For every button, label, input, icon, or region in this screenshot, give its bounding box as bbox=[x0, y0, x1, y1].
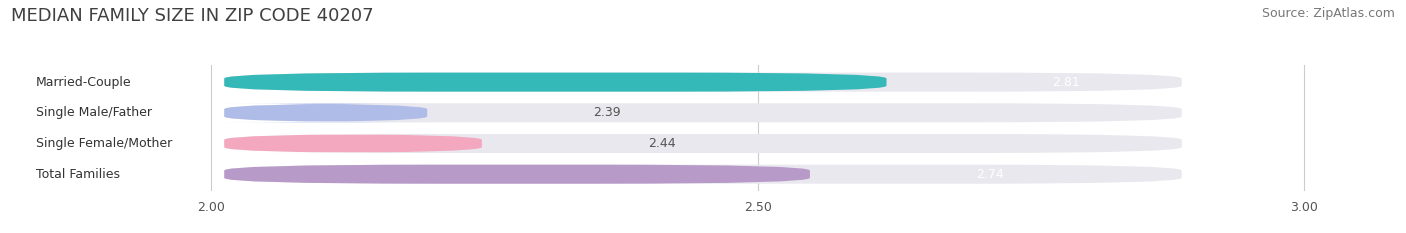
Text: Single Male/Father: Single Male/Father bbox=[37, 106, 152, 119]
FancyBboxPatch shape bbox=[224, 165, 1182, 184]
Text: Single Female/Mother: Single Female/Mother bbox=[37, 137, 172, 150]
FancyBboxPatch shape bbox=[224, 134, 1182, 153]
FancyBboxPatch shape bbox=[224, 103, 1182, 122]
FancyBboxPatch shape bbox=[224, 73, 887, 92]
FancyBboxPatch shape bbox=[217, 103, 434, 122]
Text: 2.74: 2.74 bbox=[976, 168, 1004, 181]
FancyBboxPatch shape bbox=[224, 73, 1182, 92]
Text: Source: ZipAtlas.com: Source: ZipAtlas.com bbox=[1261, 7, 1395, 20]
Text: Married-Couple: Married-Couple bbox=[37, 76, 132, 89]
Text: MEDIAN FAMILY SIZE IN ZIP CODE 40207: MEDIAN FAMILY SIZE IN ZIP CODE 40207 bbox=[11, 7, 374, 25]
Text: 2.39: 2.39 bbox=[593, 106, 621, 119]
FancyBboxPatch shape bbox=[224, 165, 810, 184]
Text: Total Families: Total Families bbox=[37, 168, 120, 181]
Text: 2.81: 2.81 bbox=[1053, 76, 1080, 89]
Text: 2.44: 2.44 bbox=[648, 137, 676, 150]
FancyBboxPatch shape bbox=[224, 134, 482, 153]
